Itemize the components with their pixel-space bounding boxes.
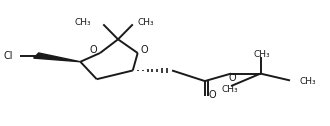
Text: CH₃: CH₃ (74, 18, 91, 27)
Text: O: O (90, 45, 97, 55)
Text: Cl: Cl (3, 51, 13, 60)
Polygon shape (34, 53, 81, 62)
Text: CH₃: CH₃ (138, 18, 154, 27)
Text: O: O (141, 45, 148, 55)
Text: CH₃: CH₃ (254, 50, 271, 59)
Text: O: O (208, 90, 216, 100)
Text: CH₃: CH₃ (300, 77, 316, 86)
Text: O: O (229, 73, 236, 83)
Text: CH₃: CH₃ (221, 85, 238, 94)
